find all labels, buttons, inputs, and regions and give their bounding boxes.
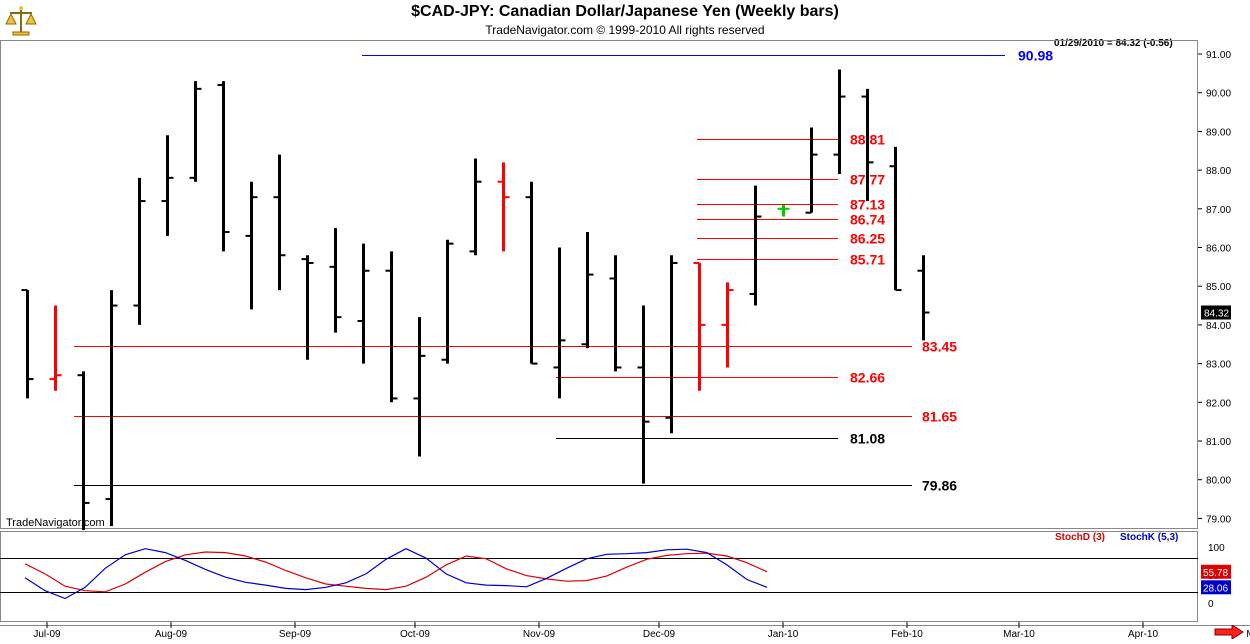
stoch-d-last-box [1201,564,1231,579]
last-price-info: 01/29/2010 = 84.32 (-0.56) [1054,38,1173,49]
time-axis-label: Aug-09 [155,629,188,640]
level-label: 87.13 [850,197,885,213]
time-axis-label: Jan-10 [768,629,799,640]
time-axis-label: Oct-09 [400,629,430,640]
price-axis-label: 88.00 [1206,166,1231,177]
price-axis-label: 81.00 [1206,437,1231,448]
stoch-k-last-label: 28.06 [1203,583,1228,594]
price-axis-label: 82.00 [1206,398,1231,409]
level-label: 83.45 [922,339,957,355]
level-label: 81.65 [922,409,957,425]
time-axis-label: May-10 [1246,629,1250,640]
level-label: 90.98 [1018,48,1053,64]
price-axis-label: 86.00 [1206,244,1231,255]
time-axis-label: Apr-10 [1128,629,1158,640]
stoch-d-line [24,551,768,593]
stoch-k-line [24,548,768,600]
stoch-k-last-box [1201,580,1231,595]
chart-subtitle: TradeNavigator.com © 1999-2010 All right… [485,23,765,37]
stoch-axis-label: 100 [1208,543,1225,554]
scroll-right-arrow-icon[interactable] [1214,624,1244,644]
price-axis-label: 91.00 [1206,50,1231,61]
watermark: TradeNavigator.com [6,517,105,529]
price-axis-label: 79.00 [1206,514,1231,525]
time-axis-label: Mar-10 [1003,629,1035,640]
level-label: 85.71 [850,252,885,268]
price-axis-label: 87.00 [1206,205,1231,216]
stoch-panel-frame [0,531,1198,622]
chart-title: $CAD-JPY: Canadian Dollar/Japanese Yen (… [411,3,839,20]
price-axis-label: 90.00 [1206,89,1231,100]
legend-stoch-k: StochK (5,3) [1120,532,1179,543]
stoch-axis-label: 0 [1208,599,1214,610]
price-axis-label: 80.00 [1206,476,1231,487]
time-axis-label: Jul-09 [33,629,61,640]
time-axis-label: Feb-10 [891,629,923,640]
last-price-box [1201,305,1231,320]
time-axis-label: Sep-09 [279,629,312,640]
legend-stoch-d: StochD (3) [1055,532,1105,543]
price-axis-label: 89.00 [1206,127,1231,138]
level-label: 79.86 [922,478,957,494]
time-axis-label: Dec-09 [643,629,676,640]
price-axis-label: 85.00 [1206,282,1231,293]
level-label: 86.25 [850,231,885,247]
stoch-d-last-label: 55.78 [1203,568,1228,579]
last-price-label: 84.32 [1204,309,1229,320]
scales-logo-icon [4,4,38,38]
price-axis-label: 84.00 [1206,321,1231,332]
price-axis-label: 83.00 [1206,360,1231,371]
level-label: 81.08 [850,431,885,447]
price-panel-frame [0,40,1198,529]
level-label: 82.66 [850,370,885,386]
level-label: 86.74 [850,212,885,228]
time-axis-label: Nov-09 [523,629,556,640]
